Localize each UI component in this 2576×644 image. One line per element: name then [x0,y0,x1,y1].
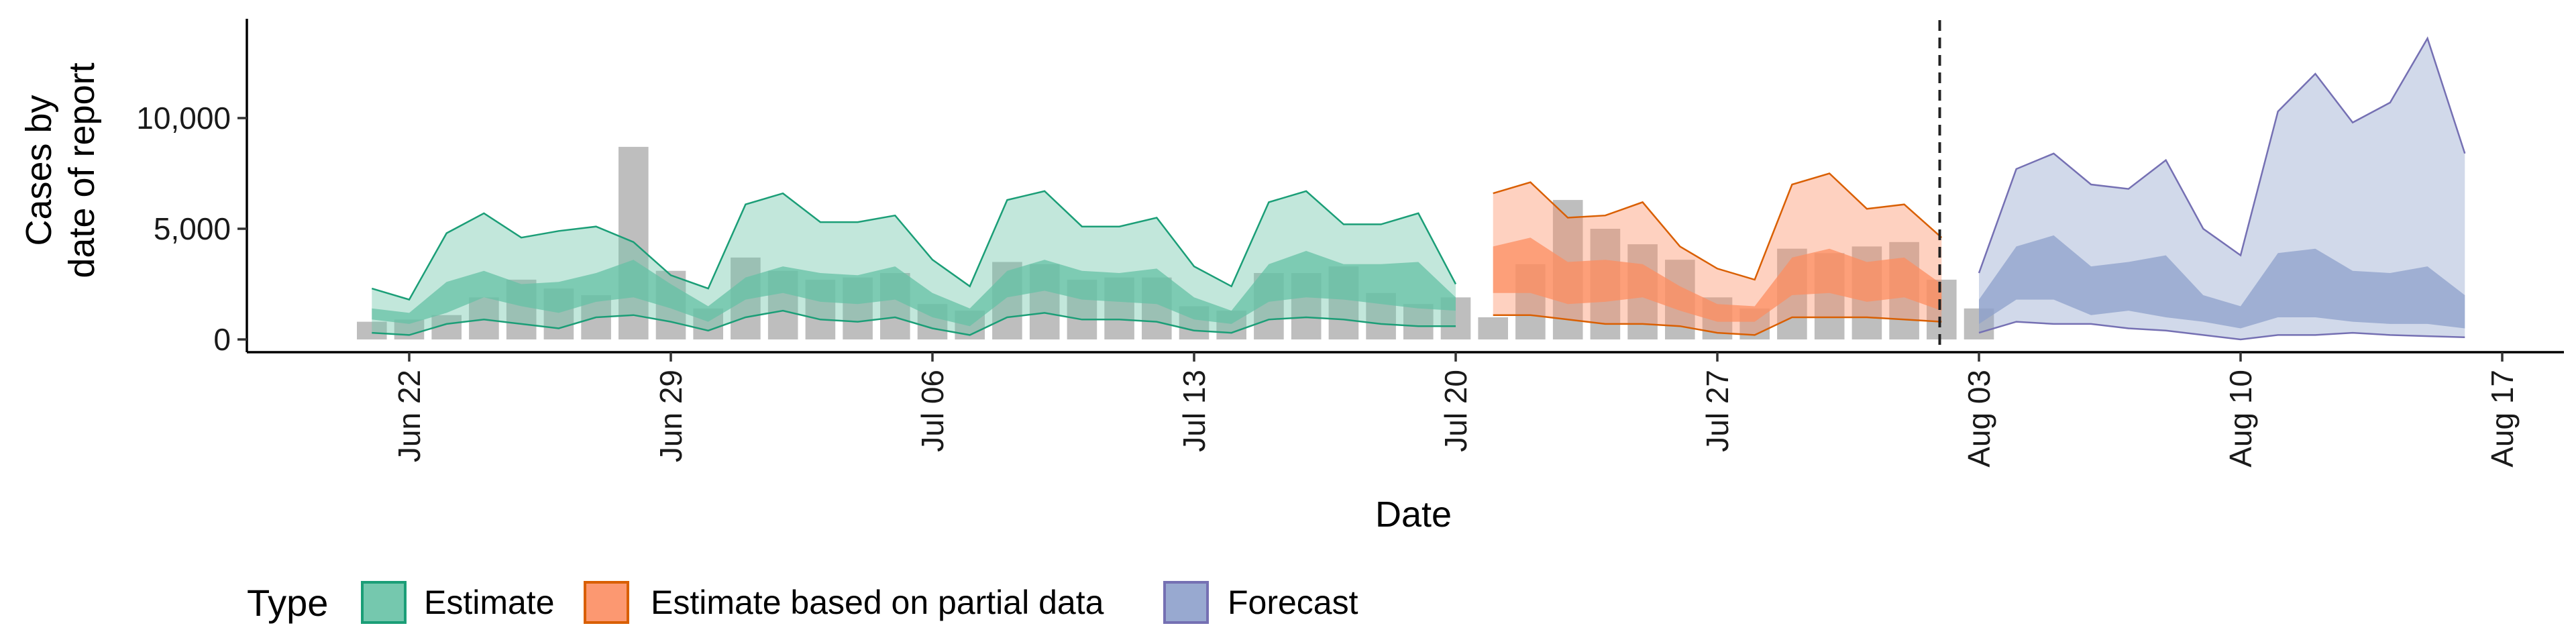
x-tick-label: Aug 03 [1962,370,1996,468]
x-tick-label: Aug 17 [2485,370,2520,468]
legend: Type Estimate Estimate based on partial … [247,581,1358,624]
x-tick-label: Jul 20 [1438,370,1473,452]
x-tick-label: Aug 10 [2223,370,2258,468]
ribbon-50 [1979,235,2465,329]
ylabel-line-1: Cases by [19,95,59,246]
xlabel: Date [1375,494,1452,535]
bar [357,321,387,339]
x-tick-label: Jul 27 [1700,370,1735,452]
bar [1403,304,1434,339]
ribbon-50 [372,251,1456,327]
ylabel-line-2: date of report [62,62,102,278]
lower-90-line [1493,314,1942,336]
series-0 [371,190,1457,336]
y-tick-label: 0 [213,322,231,357]
x-tick-label: Jun 22 [392,370,427,462]
legend-key-forecast [1163,581,1209,624]
y-tick-label: 5,000 [154,211,231,246]
lower-90-line [372,309,1456,336]
unused-spacer [0,19,13,352]
bar [1478,317,1508,339]
legend-label-partial: Estimate based on partial data [651,584,1104,621]
legend-label-forecast: Forecast [1228,584,1358,621]
y-tick-label: 10,000 [136,101,231,136]
legend-title: Type [247,582,328,624]
ylabel: Cases by date of report [19,62,102,278]
plot-area: 0 5,000 10,000 Jun 22 Jun 29 Jul 06 Jul 13 Jul … [0,19,2564,468]
legend-key-estimate [361,581,407,624]
bar [469,297,499,339]
x-tick-label: Jun 29 [653,370,688,462]
upper-90-line [1978,36,2466,274]
x-tick-label: Jul 06 [915,370,950,452]
legend-key-partial [584,581,629,624]
series-2 [1978,36,2466,341]
ribbon-90 [1979,38,2465,339]
legend-label-estimate: Estimate [424,584,555,621]
upper-90-line [1493,172,1943,281]
lower-90-line [1978,321,2465,341]
y-ticks: 0 5,000 10,000 [136,101,247,357]
upper-90-line [371,190,1457,301]
x-ticks: Jun 22 Jun 29 Jul 06 Jul 13 Jul 20 Jul 27 Aug … [392,352,2520,468]
series-1 [1493,172,1943,336]
x-tick-label: Jul 13 [1177,370,1212,452]
ribbon-50 [1493,237,1942,322]
